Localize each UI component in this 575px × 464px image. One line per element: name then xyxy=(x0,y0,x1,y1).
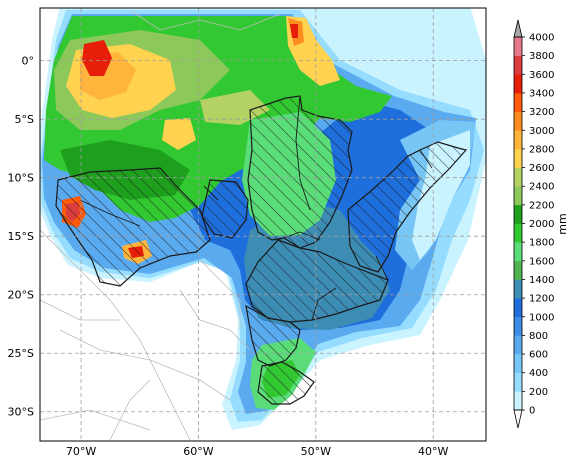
colorbar-segment xyxy=(514,204,522,224)
colorbar-tick-label: 2200 xyxy=(529,200,554,211)
x-tick-label: 50°W xyxy=(301,445,331,458)
colorbar-segment xyxy=(514,242,522,262)
basin-madeira xyxy=(55,167,211,287)
colorbar-segment xyxy=(514,260,522,280)
field-red-ne xyxy=(290,24,298,38)
x-tick-label: 60°W xyxy=(183,445,213,458)
x-tick-label: 40°W xyxy=(418,445,448,458)
colorbar-tick-label: 1600 xyxy=(529,256,554,267)
colorbar-segment xyxy=(514,335,522,355)
colorbar-segment xyxy=(514,111,522,131)
colorbar-tick-label: 1400 xyxy=(529,275,554,286)
colorbar-segment xyxy=(514,130,522,150)
colorbar-segment xyxy=(514,148,522,168)
country-borders xyxy=(40,9,281,441)
map-frame xyxy=(39,7,487,442)
colorbar-tick-label: 0 xyxy=(529,406,535,417)
colorbar-segment xyxy=(514,167,522,187)
colorbar-tick-label: 3200 xyxy=(529,107,554,118)
y-tick-label: 15°S xyxy=(8,230,34,243)
basin-sao-francisco xyxy=(347,141,468,273)
x-axis-ticks: 70°W 60°W 50°W 40°W xyxy=(66,445,449,458)
colorbar-extend-bottom xyxy=(513,409,523,429)
colorbar-segment xyxy=(514,316,522,336)
colorbar-tick-label: 2400 xyxy=(529,182,554,193)
colorbar-tick-label: 4000 xyxy=(529,33,554,44)
field-red-nw xyxy=(82,40,112,76)
colorbar-segment xyxy=(514,74,522,94)
colorbar-tick-label: 400 xyxy=(529,368,548,379)
colorbar-ticks: 0 200 400 600 800 1000 1200 1400 1600 1800 2000 220… xyxy=(522,33,554,417)
colorbar-segment xyxy=(514,354,522,373)
colorbar-segment xyxy=(514,55,522,75)
colorbar-segment xyxy=(514,279,522,299)
colorbar-segment xyxy=(514,223,522,243)
colorbar-tick-label: 1200 xyxy=(529,294,554,305)
colorbar-blocks xyxy=(514,37,522,411)
gridlines xyxy=(40,8,486,441)
y-tick-label: 20°S xyxy=(8,289,34,302)
basin-tocantins xyxy=(247,95,353,249)
colorbar-segment xyxy=(514,372,522,392)
colorbar-tick-label: 2600 xyxy=(529,163,554,174)
x-tick-label: 70°W xyxy=(66,445,96,458)
map-axes xyxy=(39,7,487,442)
colorbar-tick-label: 800 xyxy=(529,331,548,342)
y-tick-label: 25°S xyxy=(8,347,34,360)
colorbar-segment xyxy=(514,298,522,318)
colorbar: 0 200 400 600 800 1000 1200 1400 1600 1800 2000 220… xyxy=(513,19,569,429)
basin-south xyxy=(245,304,301,367)
y-tick-label: 0° xyxy=(22,55,35,68)
colorbar-tick-label: 3600 xyxy=(529,70,554,81)
colorbar-tick-label: 1800 xyxy=(529,238,554,249)
colorbar-tick-label: 3000 xyxy=(529,126,554,137)
colorbar-tick-label: 2800 xyxy=(529,144,554,155)
field-yellow-center xyxy=(162,118,196,150)
colorbar-segment xyxy=(514,37,522,56)
colorbar-tick-label: 200 xyxy=(529,387,548,398)
basin-paraguay xyxy=(201,179,249,239)
colorbar-tick-label: 2000 xyxy=(529,219,554,230)
y-tick-label: 30°S xyxy=(8,406,34,419)
colorbar-segment xyxy=(514,92,522,112)
basin-grid-lines xyxy=(79,95,433,331)
colorbar-segment xyxy=(514,391,522,411)
basin-uruguay xyxy=(257,361,315,405)
basin-parana xyxy=(245,239,389,323)
colorbar-tick-label: 3800 xyxy=(529,51,554,62)
colorbar-segment xyxy=(514,186,522,206)
hatched-basins xyxy=(55,95,468,405)
colorbar-tick-label: 3400 xyxy=(529,88,554,99)
colorbar-tick-label: 1000 xyxy=(529,312,554,323)
colorbar-tick-label: 600 xyxy=(529,350,548,361)
colorbar-label: mm xyxy=(556,213,569,234)
colorbar-extend-top xyxy=(513,19,523,38)
y-axis-ticks: 0° 5°S 10°S 15°S 20°S 25°S 30°S xyxy=(8,55,34,419)
y-tick-label: 5°S xyxy=(15,113,34,126)
y-tick-label: 10°S xyxy=(8,172,34,185)
